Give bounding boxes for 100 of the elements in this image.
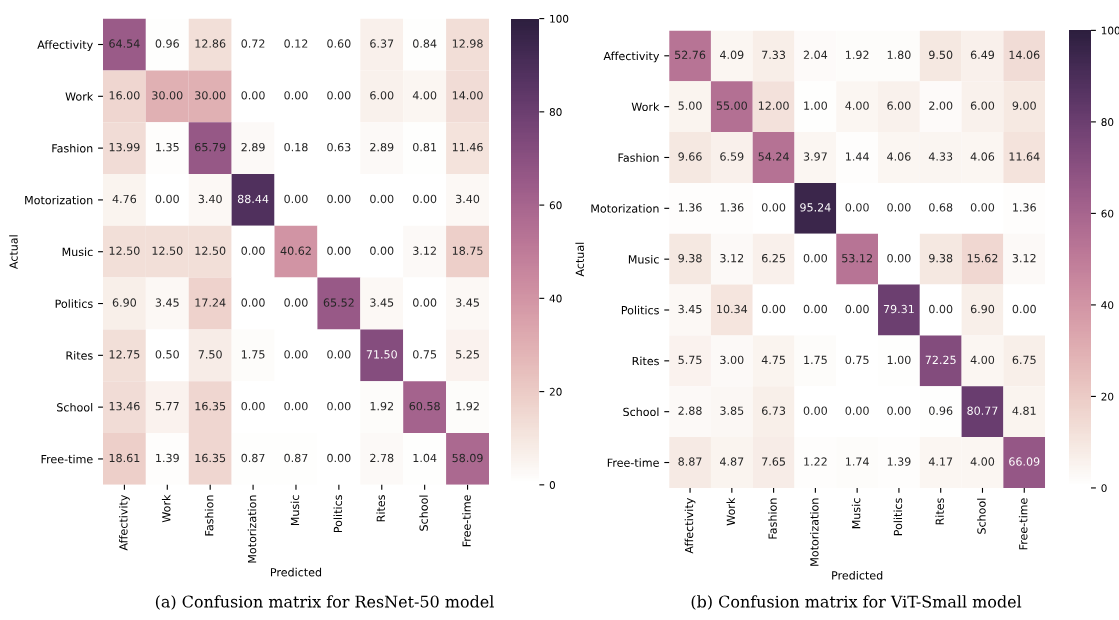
data-label: 0.00 (284, 350, 308, 359)
data-label: 5.00 (678, 101, 702, 110)
data-label: 6.25 (762, 253, 785, 263)
y-tick-label: Free-time (41, 454, 93, 464)
data-label: 5.75 (678, 355, 702, 365)
data-label: 3.45 (155, 298, 179, 307)
data-label: 6.59 (720, 152, 744, 161)
y-tick-label: Affectivity (603, 51, 660, 63)
data-label: 16.35 (195, 453, 226, 463)
data-label: 18.61 (109, 453, 140, 463)
data-label: 64.54 (109, 39, 140, 48)
data-label: 0.75 (845, 355, 869, 365)
data-label: 3.12 (1012, 253, 1036, 263)
y-tick-label: Work (65, 92, 94, 101)
data-label: 1.39 (156, 453, 179, 463)
data-label: 0.60 (327, 39, 351, 48)
data-label: 88.44 (237, 194, 269, 204)
data-label: 17.24 (195, 298, 226, 307)
data-label: 80.77 (967, 406, 998, 415)
y-tick-label: Free-time (607, 458, 659, 467)
y-tick-label: Fashion (52, 143, 93, 153)
data-label: 0.72 (241, 39, 265, 48)
data-label: 1.04 (413, 453, 437, 463)
x-tick-label: Motorization (247, 495, 257, 563)
data-label: 2.89 (370, 142, 394, 152)
data-label: 14.06 (1009, 50, 1040, 60)
x-tick-label: School (977, 498, 986, 534)
data-label: 0.96 (155, 39, 179, 48)
data-label: 0.00 (370, 194, 394, 204)
data-label: 0.00 (327, 401, 351, 411)
data-label: 12.86 (195, 39, 226, 48)
data-label: 95.24 (800, 203, 831, 212)
data-label: 11.46 (452, 142, 483, 152)
data-label: 9.66 (678, 152, 702, 161)
x-tick-label: Work (161, 494, 171, 523)
data-label: 1.00 (804, 101, 828, 110)
color-bar-label: 20 (1101, 392, 1114, 401)
data-label: 55.00 (716, 101, 747, 110)
data-label: 1.35 (156, 142, 179, 152)
x-tick-label: Rites (935, 498, 944, 525)
data-label: 6.37 (370, 39, 394, 48)
data-label: 3.00 (720, 355, 744, 365)
data-label: 15.62 (967, 253, 998, 263)
y-tick-label: Politics (55, 299, 93, 308)
data-label: 53.12 (842, 253, 872, 263)
data-label: 9.38 (678, 253, 702, 263)
x-tick-label: Rites (376, 495, 385, 522)
x-tick-label: School (419, 495, 428, 531)
data-label: 0.00 (929, 304, 953, 314)
data-label: 1.44 (846, 152, 869, 161)
color-bar-label: 40 (549, 294, 562, 303)
data-label: 6.90 (970, 304, 995, 314)
data-label: 0.00 (970, 203, 995, 212)
y-tick-label: Affectivity (37, 40, 93, 52)
data-label: 1.36 (1013, 203, 1036, 212)
data-label: 4.06 (970, 152, 995, 161)
data-label: 0.00 (327, 246, 351, 255)
data-label: 30.00 (195, 91, 226, 100)
x-axis-title: Predicted (832, 570, 883, 580)
data-label: 1.92 (456, 401, 479, 411)
data-label: 18.75 (452, 246, 483, 255)
y-tick-label: Fashion (618, 153, 659, 162)
data-label: 2.00 (929, 101, 953, 110)
y-tick-label: School (623, 407, 659, 417)
data-label: 8.87 (678, 457, 702, 466)
data-label: 0.81 (413, 142, 436, 152)
data-label: 0.87 (284, 453, 308, 463)
data-label: 2.04 (803, 50, 828, 60)
data-label: 4.00 (970, 355, 995, 365)
data-label: 1.39 (887, 457, 911, 466)
y-tick-label: Work (631, 102, 660, 112)
data-label: 3.12 (720, 253, 744, 263)
data-label: 4.75 (761, 355, 785, 365)
x-tick-label: Music (290, 495, 300, 526)
data-label: 3.40 (456, 194, 480, 204)
data-label: 4.33 (928, 152, 953, 161)
x-tick-label: Fashion (204, 495, 214, 536)
y-axis-title: Actual (9, 235, 18, 270)
data-label: 0.00 (887, 253, 911, 263)
data-label: 0.00 (327, 91, 351, 100)
y-tick-label: Motorization (591, 204, 659, 213)
data-label: 4.76 (112, 194, 137, 204)
data-label: 30.00 (152, 91, 183, 100)
data-label: 5.77 (155, 402, 179, 411)
data-label: 58.09 (452, 453, 483, 463)
data-label: 0.00 (327, 194, 351, 204)
data-label: 0.00 (413, 298, 437, 307)
color-bar-label: 40 (1101, 301, 1114, 310)
data-label: 0.00 (761, 203, 786, 212)
data-label: 0.00 (241, 91, 265, 100)
data-label: 0.00 (241, 246, 265, 255)
data-label: 5.25 (456, 350, 479, 359)
data-label: 0.12 (284, 39, 308, 48)
data-label: 1.75 (241, 350, 265, 359)
data-label: 3.45 (370, 298, 394, 307)
x-tick-label: Affectivity (119, 494, 130, 551)
x-tick-label: Motorization (810, 498, 819, 566)
data-label: 0.00 (413, 194, 437, 204)
color-bar-label: 100 (550, 14, 569, 23)
data-label: 0.00 (241, 401, 265, 411)
